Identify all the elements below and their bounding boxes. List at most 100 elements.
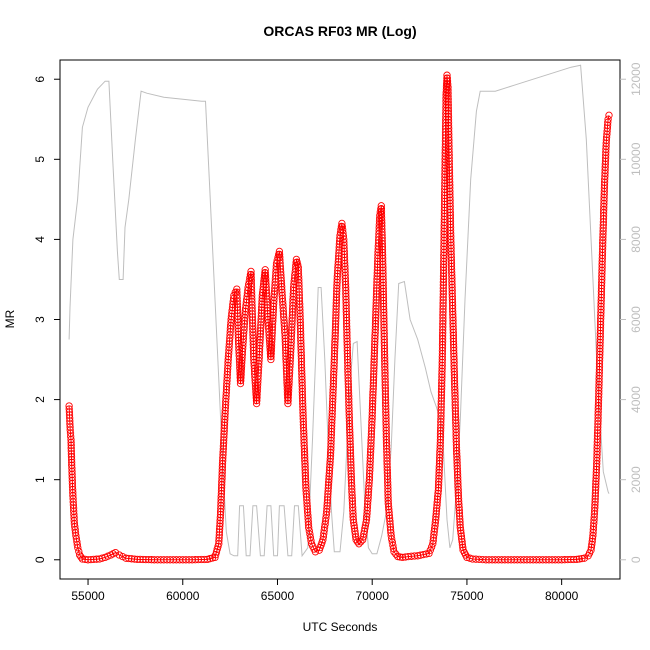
- data-point: [371, 322, 380, 331]
- data-point: [444, 98, 452, 106]
- data-point: [237, 362, 246, 370]
- data-point: [262, 283, 270, 292]
- data-point: [444, 89, 452, 97]
- data-point: [250, 367, 259, 375]
- data-point: [67, 447, 75, 455]
- data-point: [324, 493, 332, 501]
- data-point: [456, 521, 464, 529]
- plot-frame: [59, 59, 621, 580]
- data-point: [276, 253, 284, 261]
- data-point: [250, 364, 259, 373]
- data-point: [256, 333, 264, 341]
- data-point: [439, 266, 448, 274]
- data-point: [437, 391, 446, 399]
- data-point: [238, 350, 246, 359]
- data-point: [349, 516, 357, 524]
- x-axis-label: UTC Seconds: [303, 620, 378, 634]
- data-point: [377, 205, 386, 213]
- data-point: [425, 549, 433, 558]
- data-point: [275, 250, 284, 259]
- data-point: [332, 290, 341, 298]
- data-point: [346, 425, 354, 434]
- data-point: [371, 317, 380, 325]
- data-point: [592, 483, 600, 491]
- data-point: [220, 430, 228, 438]
- data-point: [115, 551, 123, 559]
- data-point: [215, 528, 224, 536]
- data-point: [346, 431, 354, 440]
- data-point: [282, 349, 290, 357]
- data-point: [81, 555, 89, 564]
- data-point: [263, 292, 271, 300]
- data-point: [262, 277, 270, 286]
- data-point: [377, 210, 386, 219]
- data-point: [378, 225, 386, 233]
- data-point: [237, 377, 245, 385]
- data-point: [332, 317, 340, 325]
- data-point: [456, 524, 464, 532]
- data-point: [351, 527, 359, 535]
- data-point: [445, 124, 453, 133]
- data-point: [437, 421, 445, 429]
- data-point: [277, 271, 285, 279]
- data-point: [130, 555, 139, 563]
- data-point: [385, 508, 393, 517]
- data-point: [276, 259, 284, 267]
- y-tick-label: 4: [33, 236, 47, 243]
- data-point: [360, 527, 369, 535]
- data-point: [325, 469, 333, 478]
- data-point: [434, 486, 442, 495]
- data-point: [347, 458, 355, 466]
- data-point: [359, 533, 367, 541]
- data-point: [437, 403, 445, 411]
- data-point: [219, 448, 227, 456]
- y2-tick-label: 4000: [629, 386, 643, 413]
- data-point: [370, 364, 378, 372]
- data-point: [269, 317, 277, 325]
- data-point: [267, 355, 275, 364]
- data-point: [346, 440, 354, 448]
- data-point: [219, 454, 227, 462]
- data-point: [324, 487, 332, 495]
- data-point: [396, 553, 404, 561]
- y2-tick-label: 8000: [629, 226, 643, 253]
- data-point: [87, 555, 95, 564]
- data-point: [455, 497, 463, 506]
- data-point: [369, 385, 377, 393]
- data-point: [330, 346, 339, 355]
- data-point: [437, 409, 445, 417]
- data-point: [372, 305, 380, 313]
- data-point: [257, 321, 265, 329]
- data-point: [220, 421, 229, 429]
- data-point: [438, 358, 446, 367]
- data-point: [215, 534, 223, 542]
- data-point: [438, 382, 446, 390]
- data-point: [385, 505, 393, 514]
- data-point: [236, 379, 245, 388]
- data-point: [330, 355, 338, 364]
- data-point: [212, 548, 221, 556]
- y-tick-label: 6: [33, 76, 47, 83]
- y-tick-label: 5: [33, 156, 47, 163]
- data-point: [111, 548, 120, 557]
- data-point: [277, 268, 285, 276]
- data-point: [216, 513, 224, 522]
- data-point: [276, 256, 284, 264]
- data-point: [436, 435, 445, 444]
- series-mr: [65, 71, 613, 564]
- data-point: [438, 376, 446, 384]
- data-point: [378, 248, 387, 257]
- data-point: [438, 332, 447, 340]
- data-point: [261, 269, 269, 277]
- data-point: [372, 314, 380, 322]
- data-point: [345, 419, 354, 428]
- data-point: [573, 555, 581, 564]
- data-point: [267, 341, 276, 349]
- data-point: [444, 95, 452, 103]
- data-point: [373, 269, 381, 277]
- data-point: [437, 385, 446, 393]
- data-point: [237, 365, 246, 373]
- data-point: [325, 478, 333, 486]
- data-point: [219, 445, 227, 453]
- data-point: [221, 415, 229, 424]
